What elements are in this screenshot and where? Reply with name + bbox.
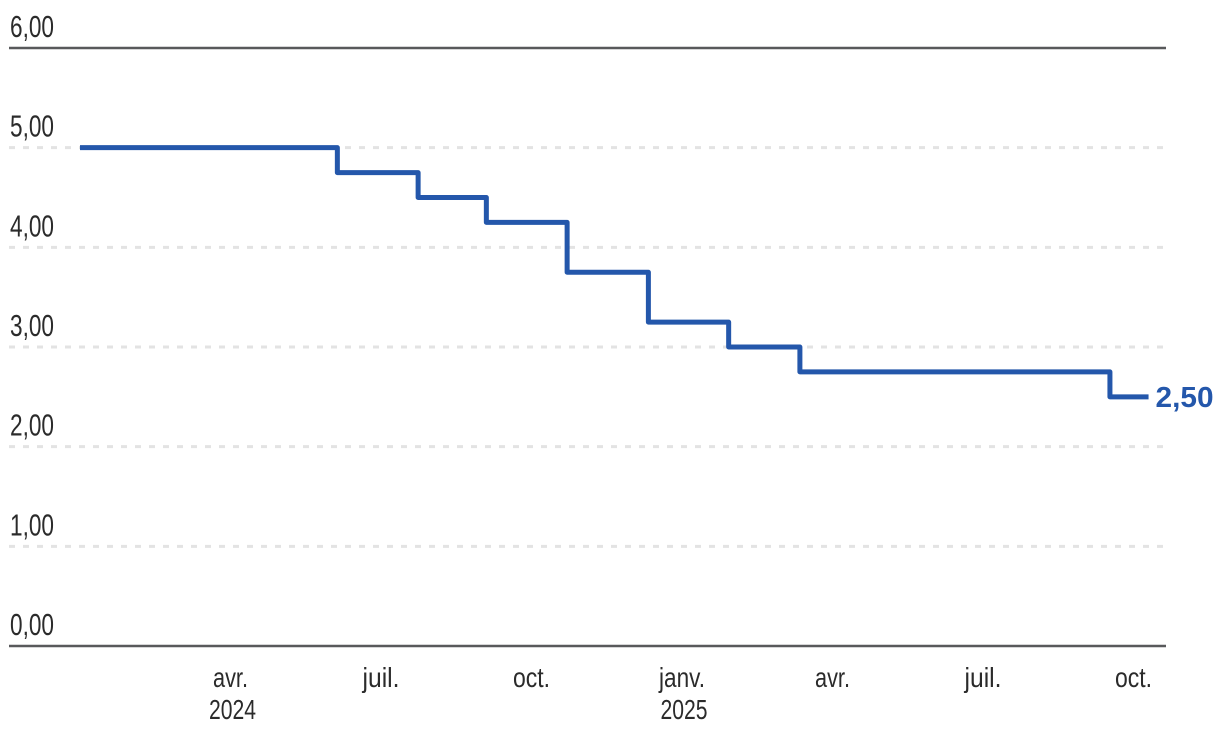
x-axis-year-label: 2024 xyxy=(209,694,256,725)
x-axis-tick-label: avr. xyxy=(815,662,850,693)
y-axis-tick-label: 4,00 xyxy=(10,208,54,243)
rate-step-line xyxy=(80,145,1149,400)
y-axis-tick-label: 2,00 xyxy=(10,408,54,443)
y-axis-tick-label: 0,00 xyxy=(10,607,54,642)
y-axis-tick-label: 1,00 xyxy=(10,507,54,542)
end-value-label: 2,50 xyxy=(1156,382,1214,414)
x-axis-tick-label: janv. xyxy=(658,662,705,693)
x-axis-tick-label: juil. xyxy=(964,662,1002,693)
x-axis-tick-label: avr. xyxy=(213,662,248,693)
x-axis-tick-label: oct. xyxy=(1115,662,1152,693)
y-axis-tick-label: 6,00 xyxy=(10,9,54,44)
x-axis-year-label: 2025 xyxy=(661,694,708,725)
y-axis-tick-label: 5,00 xyxy=(10,109,54,144)
x-axis-tick-label: oct. xyxy=(513,662,550,693)
y-axis-tick-label: 3,00 xyxy=(10,308,54,343)
x-axis-tick-label: juil. xyxy=(362,662,400,693)
